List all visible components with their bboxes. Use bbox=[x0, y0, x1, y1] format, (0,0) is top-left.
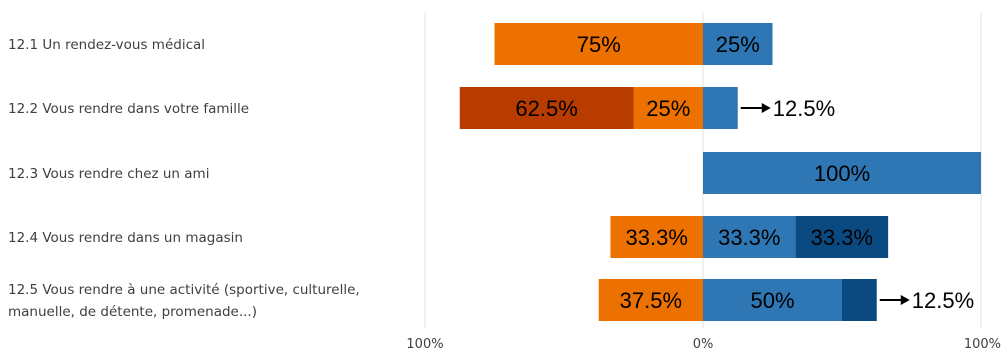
value-labels: 75% 25% 33.3% 37.5% 62.5% 25% 12.5% 100% 33.3% 50… bbox=[515, 32, 974, 313]
bar-positive bbox=[703, 152, 981, 194]
x-tick-label: 100% bbox=[964, 337, 1001, 352]
category-label: 12.5 Vous rendre à une activité (sportiv… bbox=[8, 282, 360, 320]
data-label: 37.5% bbox=[620, 288, 682, 313]
bar-positive bbox=[795, 216, 889, 258]
bar-positive bbox=[703, 87, 738, 129]
bar-positive bbox=[703, 23, 773, 65]
callout-arrow-head bbox=[900, 295, 910, 305]
bar-negative bbox=[494, 23, 703, 65]
category-label-line: 12.2 Vous rendre dans votre famille bbox=[8, 101, 249, 117]
bar-negative bbox=[598, 279, 703, 321]
data-label: 25% bbox=[646, 96, 690, 121]
data-label: 62.5% bbox=[515, 96, 577, 121]
data-label: 12.5% bbox=[773, 96, 835, 121]
category-label: 12.1 Un rendez-vous médical bbox=[8, 37, 205, 53]
x-tick-label: 100% bbox=[406, 337, 443, 352]
x-tick-label: 0% bbox=[693, 337, 714, 352]
data-label: 33.3% bbox=[718, 225, 780, 250]
bar-negative bbox=[459, 87, 634, 129]
category-label-line: 12.1 Un rendez-vous médical bbox=[8, 37, 205, 53]
bar-positive bbox=[703, 216, 796, 258]
category-label: 12.2 Vous rendre dans votre famille bbox=[8, 101, 249, 117]
category-label-line: 12.4 Vous rendre dans un magasin bbox=[8, 230, 243, 246]
data-label: 75% bbox=[577, 32, 621, 57]
data-label: 25% bbox=[716, 32, 760, 57]
bar-negative bbox=[610, 216, 703, 258]
x-axis-tick-labels: 100% 0% 100% bbox=[406, 337, 1001, 352]
category-label: 12.3 Vous rendre chez un ami bbox=[8, 166, 209, 182]
category-label-line: 12.3 Vous rendre chez un ami bbox=[8, 166, 209, 182]
data-label: 33.3% bbox=[626, 225, 688, 250]
data-label: 12.5% bbox=[912, 288, 974, 313]
category-label: 12.4 Vous rendre dans un magasin bbox=[8, 230, 243, 246]
bar-positive bbox=[703, 279, 842, 321]
category-label-line: 12.5 Vous rendre à une activité (sportiv… bbox=[8, 282, 360, 298]
bar-negative bbox=[633, 87, 703, 129]
bars bbox=[459, 23, 981, 321]
category-label-line: manuelle, de détente, promenade...) bbox=[8, 304, 257, 320]
bar-positive bbox=[842, 279, 877, 321]
data-label: 100% bbox=[814, 161, 870, 186]
category-labels: 12.1 Un rendez-vous médical 12.2 Vous ren… bbox=[8, 37, 360, 320]
callout-arrow-head bbox=[761, 103, 771, 113]
data-label: 50% bbox=[750, 288, 794, 313]
data-label: 33.3% bbox=[811, 225, 873, 250]
